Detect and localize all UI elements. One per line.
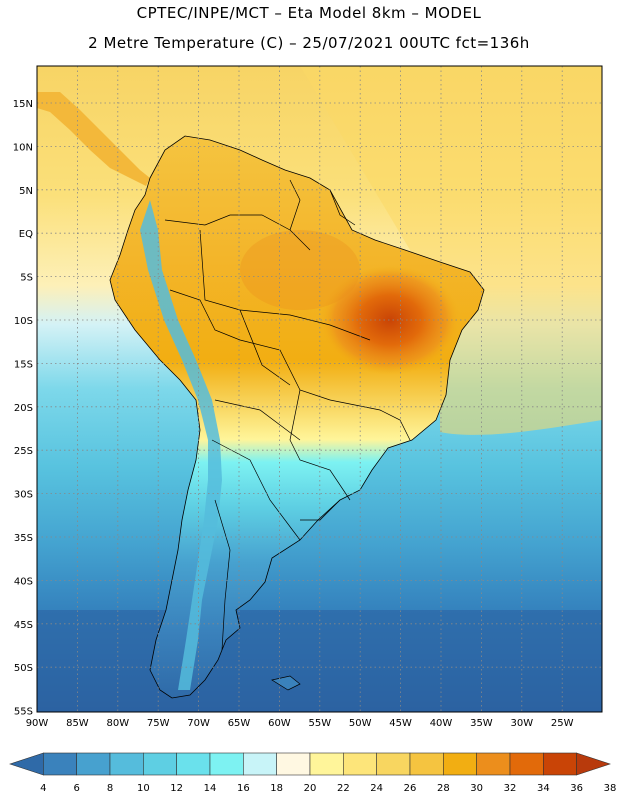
lon-label: 75W xyxy=(147,718,170,729)
colorbar-swatch xyxy=(376,752,411,776)
lon-label: 60W xyxy=(268,718,291,729)
colorbar-tick-label: 10 xyxy=(137,783,150,794)
lat-label: EQ xyxy=(19,229,33,240)
colorbar-labels: 4 6 8 10 12 14 16 18 20 22 24 26 28 30 32 34 36 38 xyxy=(40,783,616,794)
latitude-labels: 15N 10N 5N EQ 5S 10S 15S 20S 25S 30S 35S 40S 45S 50S 5… xyxy=(13,99,33,718)
amazon-warm-area xyxy=(240,230,360,310)
lat-label: 10N xyxy=(13,142,33,153)
lat-label: 30S xyxy=(14,490,33,501)
andes-cold-strip xyxy=(140,200,222,690)
lat-label: 50S xyxy=(14,663,33,674)
colorbar-tick-label: 8 xyxy=(107,783,113,794)
lon-label: 35W xyxy=(470,718,493,729)
colorbar-tick-label: 24 xyxy=(370,783,383,794)
colorbar-swatch xyxy=(209,752,244,776)
lon-label: 30W xyxy=(510,718,533,729)
lon-label: 40W xyxy=(430,718,453,729)
colorbar-swatch xyxy=(243,752,277,776)
colorbar-tick-label: 4 xyxy=(40,783,46,794)
colorbar-swatch xyxy=(176,752,211,776)
colorbar-tick-label: 36 xyxy=(570,783,583,794)
lat-label: 55S xyxy=(14,707,33,718)
plot-frame xyxy=(36,65,603,713)
colorbar-tick-label: 30 xyxy=(470,783,483,794)
colorbar-swatch xyxy=(343,752,377,776)
colorbar-tick-label: 20 xyxy=(304,783,317,794)
colorbar-swatch xyxy=(143,752,177,776)
ocean-warm-band xyxy=(300,66,602,435)
colorbar-swatch xyxy=(476,752,511,776)
longitude-labels: 90W 85W 80W 75W 70W 65W 60W 55W 50W 45W 40W 35W 30W 2… xyxy=(26,718,574,729)
lon-label: 55W xyxy=(308,718,331,729)
lon-label: 65W xyxy=(228,718,251,729)
lat-label: 5S xyxy=(20,273,33,284)
colorbar-swatch xyxy=(109,752,144,776)
lon-label: 85W xyxy=(66,718,89,729)
lat-label: 5N xyxy=(19,186,33,197)
lat-label: 10S xyxy=(14,316,33,327)
colorbar-tick-label: 16 xyxy=(237,783,250,794)
colorbar-tick-label: 34 xyxy=(537,783,550,794)
colorbar-swatch xyxy=(543,752,577,776)
colorbar-swatch xyxy=(43,752,77,776)
colorbar-swatch xyxy=(409,752,444,776)
lon-label: 70W xyxy=(187,718,210,729)
lon-label: 90W xyxy=(26,718,49,729)
plot-area xyxy=(37,66,602,712)
lat-label: 25S xyxy=(14,446,33,457)
lat-label: 20S xyxy=(14,403,33,414)
lon-label: 50W xyxy=(349,718,372,729)
lon-label: 80W xyxy=(106,718,129,729)
colorbar-swatch xyxy=(76,752,111,776)
colorbar-swatch xyxy=(443,752,477,776)
lat-label: 15N xyxy=(13,99,33,110)
map-title: CPTEC/INPE/MCT – Eta Model 8km – MODEL xyxy=(136,4,482,22)
colorbar-swatch xyxy=(509,752,544,776)
colorbar-tick-label: 6 xyxy=(73,783,79,794)
colorbar-tick-label: 18 xyxy=(270,783,283,794)
lat-label: 15S xyxy=(14,359,33,370)
colorbar-tick-label: 32 xyxy=(504,783,517,794)
colorbar-tick-label: 28 xyxy=(437,783,450,794)
central-america xyxy=(37,92,150,186)
lat-label: 35S xyxy=(14,533,33,544)
colorbar-tick-label: 14 xyxy=(204,783,217,794)
lon-label: 45W xyxy=(389,718,412,729)
colorbar-arrow-high xyxy=(576,752,611,776)
colorbar-swatch xyxy=(309,752,344,776)
map-subtitle: 2 Metre Temperature (C) – 25/07/2021 00U… xyxy=(88,34,530,52)
brazil-hot-spot xyxy=(320,265,460,375)
colorbar-tick-label: 12 xyxy=(170,783,183,794)
lon-label: 25W xyxy=(551,718,574,729)
colorbar xyxy=(9,752,611,776)
colorbar-arrow-low xyxy=(9,752,44,776)
lat-label: 45S xyxy=(14,620,33,631)
colorbar-tick-label: 38 xyxy=(604,783,617,794)
lat-label: 40S xyxy=(14,576,33,587)
colorbar-swatch xyxy=(276,752,311,776)
colorbar-tick-label: 22 xyxy=(337,783,350,794)
colorbar-tick-label: 26 xyxy=(404,783,417,794)
